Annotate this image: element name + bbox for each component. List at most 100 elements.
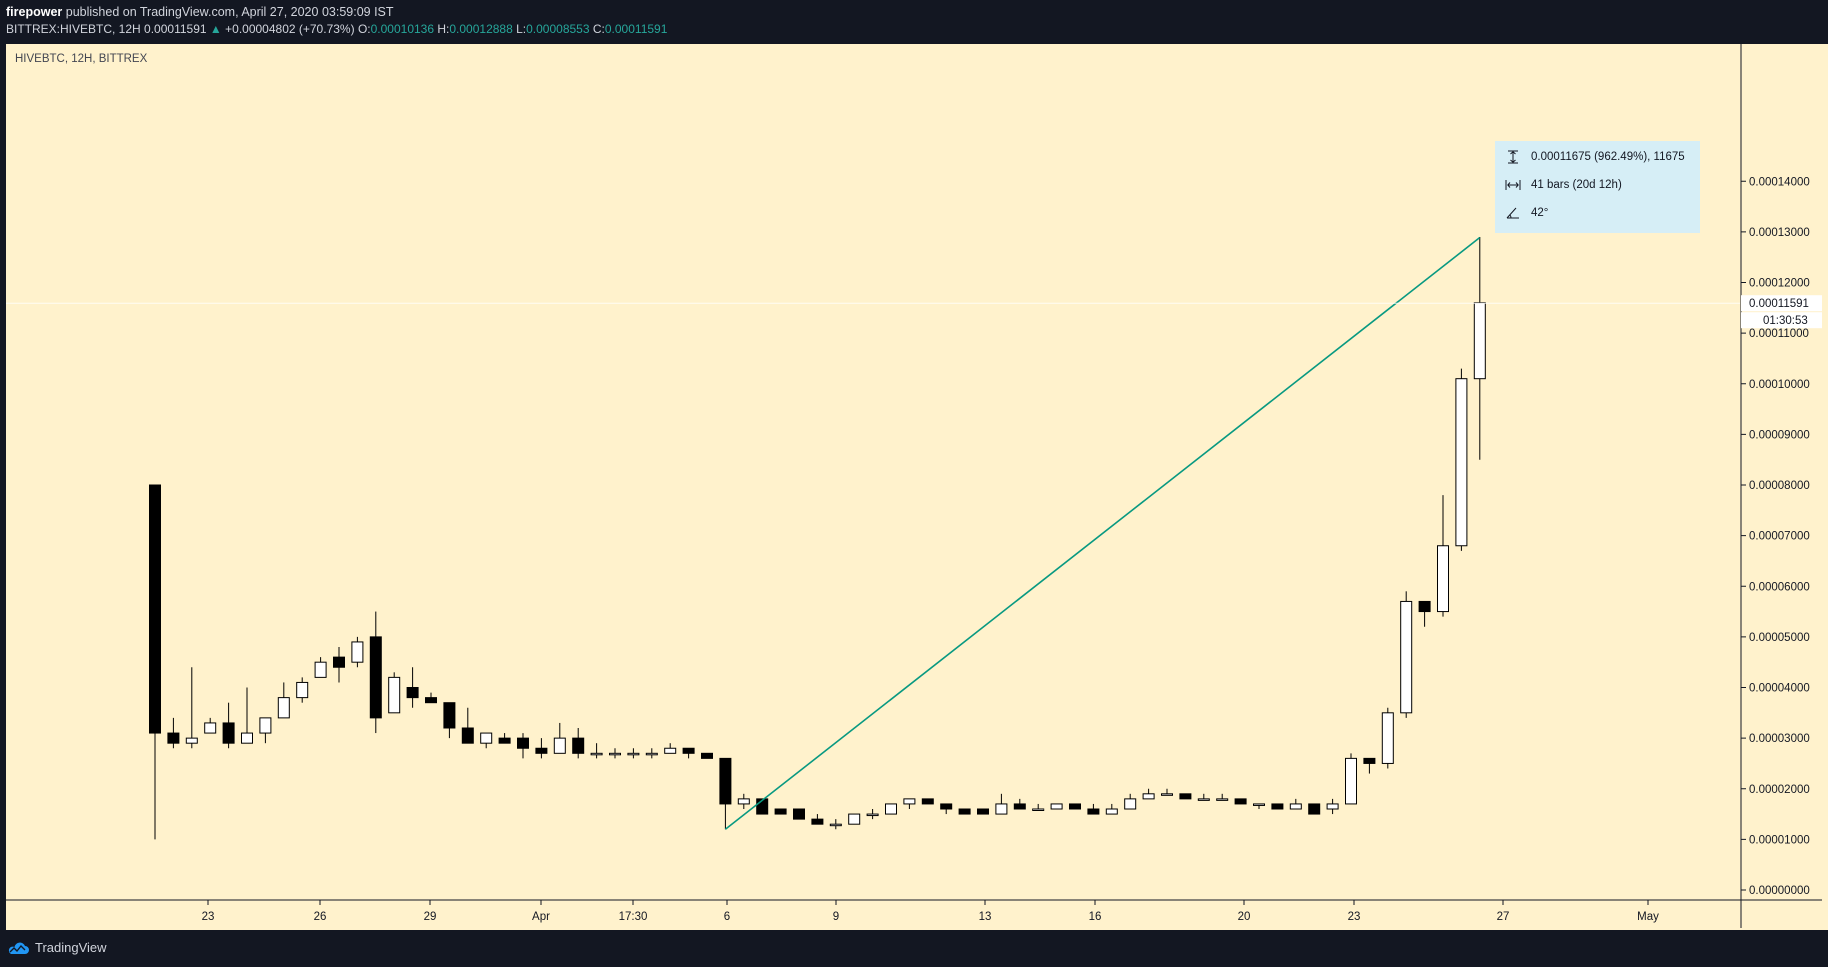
candle-up[interactable] xyxy=(609,752,621,756)
candle-up[interactable] xyxy=(185,737,198,744)
current-price-label: 0.00011591 xyxy=(1749,298,1809,310)
candle-up[interactable] xyxy=(1124,798,1137,810)
candle-up[interactable] xyxy=(645,752,658,756)
price-axis-label: 0.00014000 xyxy=(1749,176,1810,188)
candle-up[interactable] xyxy=(314,661,327,678)
candle-down[interactable] xyxy=(1087,808,1100,815)
candle-up[interactable] xyxy=(1345,757,1357,805)
time-axis-label: 20 xyxy=(1238,911,1251,923)
candle-down[interactable] xyxy=(333,656,345,668)
candle-up[interactable] xyxy=(259,717,272,734)
price-axis-label: 0.00003000 xyxy=(1749,733,1810,745)
candle-down[interactable] xyxy=(461,727,474,744)
candle-down[interactable] xyxy=(443,702,456,729)
high-label: H: xyxy=(437,22,450,36)
candle-up[interactable] xyxy=(1400,600,1413,714)
candle-up[interactable] xyxy=(590,752,603,756)
candle-up[interactable] xyxy=(1105,808,1118,815)
candle-down[interactable] xyxy=(1234,798,1247,805)
close-label: C: xyxy=(592,22,605,36)
price-axis-label: 0.00002000 xyxy=(1749,784,1810,796)
candle-down[interactable] xyxy=(811,818,824,825)
candle-up[interactable] xyxy=(1455,378,1468,547)
candle-up[interactable] xyxy=(885,803,897,815)
up-arrow-icon: ▲ xyxy=(209,22,222,36)
candle-down[interactable] xyxy=(167,732,180,744)
candle-down[interactable] xyxy=(572,737,585,754)
candle-up[interactable] xyxy=(1216,798,1229,801)
candle-up[interactable] xyxy=(903,798,916,805)
candle-up[interactable] xyxy=(351,641,364,663)
candle-up[interactable] xyxy=(1253,803,1265,806)
candle-up[interactable] xyxy=(480,732,493,744)
candle-down[interactable] xyxy=(222,722,235,744)
candle-down[interactable] xyxy=(793,808,805,820)
candle-down[interactable] xyxy=(977,808,989,815)
bars-range-icon xyxy=(1505,180,1521,190)
candle-down[interactable] xyxy=(1013,803,1026,810)
candle-down[interactable] xyxy=(425,697,437,704)
time-axis-label: 16 xyxy=(1089,911,1102,923)
candle-down[interactable] xyxy=(682,747,695,754)
candle-up[interactable] xyxy=(1032,808,1045,811)
candle-up[interactable] xyxy=(204,722,217,734)
candle-up[interactable] xyxy=(1326,803,1339,810)
candle-up[interactable] xyxy=(1473,302,1486,380)
price-axis-label: 0.00008000 xyxy=(1749,480,1810,492)
time-axis-label: 13 xyxy=(979,911,992,923)
candle-down[interactable] xyxy=(498,737,511,744)
candle-down[interactable] xyxy=(774,808,787,815)
measure-tooltip: 0.00011675 (962.49%), 11675 41 bars (20d… xyxy=(1495,141,1700,233)
tradingview-brand[interactable]: TradingView xyxy=(6,940,107,955)
candle-down[interactable] xyxy=(406,687,419,699)
candle-up[interactable] xyxy=(388,676,401,714)
candle-up[interactable] xyxy=(1161,793,1173,796)
candle-down[interactable] xyxy=(369,636,382,719)
candle-down[interactable] xyxy=(535,747,548,754)
candle-up[interactable] xyxy=(1289,803,1302,810)
candle-up[interactable] xyxy=(737,798,750,805)
candle-up[interactable] xyxy=(664,747,677,754)
candle-up[interactable] xyxy=(296,681,309,699)
high-value: 0.00012888 xyxy=(449,22,513,36)
price-axis-label: 0.00000000 xyxy=(1749,885,1810,897)
candle-up[interactable] xyxy=(1197,798,1210,801)
time-axis-label: 29 xyxy=(424,911,437,923)
candle-up[interactable] xyxy=(553,737,566,754)
time-axis-label: May xyxy=(1637,911,1659,923)
candle-up[interactable] xyxy=(277,697,290,719)
candle-down[interactable] xyxy=(1363,757,1376,764)
candle-down[interactable] xyxy=(701,752,713,759)
candle-up[interactable] xyxy=(995,803,1008,815)
candle-down[interactable] xyxy=(1418,600,1431,613)
candle-down[interactable] xyxy=(719,757,732,805)
candle-down[interactable] xyxy=(940,803,953,810)
candle-down[interactable] xyxy=(921,798,934,805)
candle-down[interactable] xyxy=(1308,803,1321,815)
candle-down[interactable] xyxy=(1179,793,1192,800)
trend-line[interactable] xyxy=(724,236,1481,830)
candle-down[interactable] xyxy=(1069,803,1081,810)
price-change: +0.00004802 (+70.73%) xyxy=(225,22,355,36)
candle-down[interactable] xyxy=(756,798,769,815)
candle-up[interactable] xyxy=(1437,545,1449,613)
candle-down[interactable] xyxy=(958,808,971,815)
candle-up[interactable] xyxy=(1381,712,1394,764)
low-label: L: xyxy=(516,22,527,36)
measure-bars-text: 41 bars (20d 12h) xyxy=(1531,179,1622,191)
candle-up[interactable] xyxy=(1050,803,1063,810)
price-axis-label: 0.00010000 xyxy=(1749,379,1810,391)
candle-up[interactable] xyxy=(866,813,879,817)
price-axis-label: 0.00009000 xyxy=(1749,429,1810,441)
candlestick-chart[interactable]: 0.00014000 0.00013000 0.00012000 0.00011000… xyxy=(0,0,1828,930)
publisher-name[interactable]: firepower xyxy=(6,5,63,19)
candle-up[interactable] xyxy=(848,813,861,825)
candle-down[interactable] xyxy=(149,484,161,734)
candle-up[interactable] xyxy=(829,823,842,827)
candle-down[interactable] xyxy=(1271,803,1284,810)
candle-up[interactable] xyxy=(627,752,640,756)
measure-angle-text: 42° xyxy=(1531,207,1549,219)
candle-up[interactable] xyxy=(241,732,253,744)
candle-up[interactable] xyxy=(1142,793,1155,800)
candle-down[interactable] xyxy=(517,737,529,749)
